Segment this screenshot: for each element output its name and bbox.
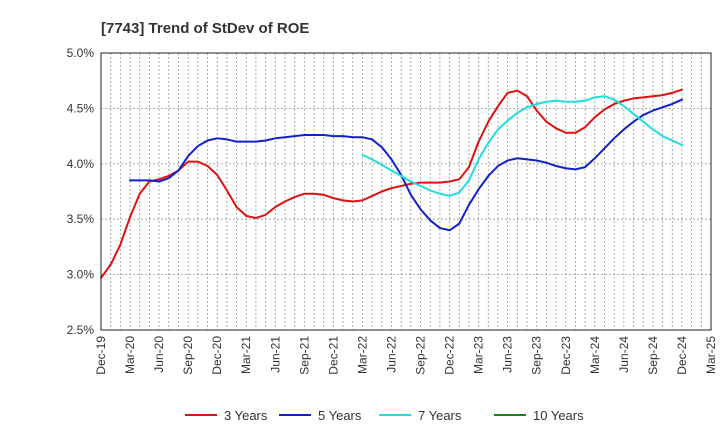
y-tick-label: 3.5% [67, 212, 95, 226]
y-axis-ticks: 2.5% 3.0% 3.5% 4.0% 4.5% 5.0% [67, 46, 95, 337]
x-tick-label: Mar-23 [472, 336, 486, 374]
series-line-2 [361, 95, 683, 197]
plot-area [101, 53, 711, 330]
x-tick-label: Sep-22 [414, 336, 428, 375]
plot-frame [100, 52, 712, 331]
x-tick-label: Mar-22 [355, 336, 369, 374]
x-tick-label: Dec-20 [210, 336, 224, 375]
x-tick-label: Dec-24 [675, 336, 689, 375]
x-tick-label: Dec-19 [94, 336, 108, 375]
x-tick-label: Mar-24 [588, 336, 602, 374]
x-tick-label: Dec-21 [326, 336, 340, 375]
legend-label-0: 3 Years [224, 408, 268, 423]
chart-title: [7743] Trend of StDev of ROE [101, 20, 309, 37]
y-tick-label: 4.0% [67, 157, 95, 171]
x-tick-label: Jun-20 [152, 336, 166, 373]
series-group [100, 88, 683, 279]
x-tick-label: Sep-23 [530, 336, 544, 375]
legend-label-2: 7 Years [418, 408, 462, 423]
x-tick-label: Jun-24 [617, 336, 631, 373]
x-tick-label: Jun-21 [268, 336, 282, 373]
x-tick-label: Mar-20 [123, 336, 137, 374]
legend: 3 Years 5 Years 7 Years 10 Years [185, 408, 584, 423]
x-tick-label: Jun-22 [384, 336, 398, 373]
y-tick-label: 5.0% [67, 46, 95, 60]
x-tick-label: Sep-24 [646, 336, 660, 375]
series-line-0 [100, 88, 683, 279]
x-tick-label: Dec-23 [559, 336, 573, 375]
series-line-1 [129, 98, 683, 232]
legend-label-3: 10 Years [533, 408, 584, 423]
x-tick-label: Mar-21 [239, 336, 253, 374]
x-tick-label: Dec-22 [443, 336, 457, 375]
y-tick-label: 3.0% [67, 268, 95, 282]
x-axis-ticks: Dec-19 Mar-20 Jun-20 Sep-20 Dec-20 Mar-21 Jun-… [94, 336, 718, 375]
x-tick-label: Mar-25 [704, 336, 718, 374]
y-tick-label: 4.5% [67, 101, 95, 115]
y-tick-label: 2.5% [67, 323, 95, 337]
x-tick-label: Sep-21 [297, 336, 311, 375]
x-tick-label: Sep-20 [181, 336, 195, 375]
x-tick-label: Jun-23 [501, 336, 515, 373]
legend-label-1: 5 Years [318, 408, 362, 423]
